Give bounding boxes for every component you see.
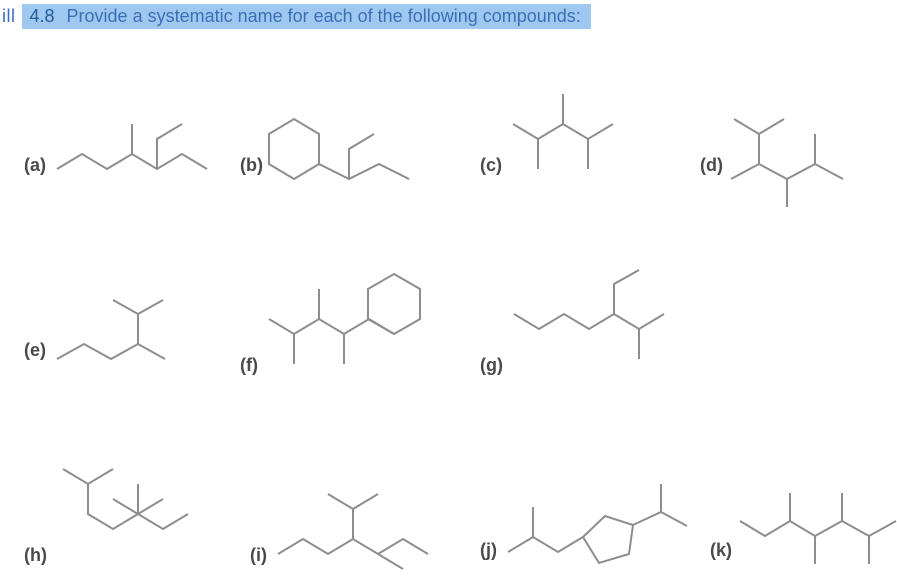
structure-label: (b) [240, 155, 263, 176]
structure-label: (f) [240, 355, 258, 376]
structure-diagram [53, 459, 253, 574]
structure-label: (i) [250, 545, 267, 566]
structure-label: (d) [700, 155, 723, 176]
problem-number: 4.8 [22, 4, 63, 29]
structure-diagram [503, 474, 713, 569]
structure-diagram [729, 89, 897, 184]
problem-prompt: Provide a systematic name for each of th… [63, 4, 591, 29]
structure-diagram [508, 89, 678, 184]
structure-cell: (k) [710, 479, 897, 569]
structure-label: (g) [480, 355, 503, 376]
header-fragment: ill [0, 4, 22, 29]
structure-label: (a) [24, 155, 46, 176]
structure-diagram [273, 474, 473, 574]
structure-cell: (a) [24, 89, 222, 184]
structure-label: (e) [24, 340, 46, 361]
structure-diagram [509, 264, 694, 384]
problem-header: ill 4.8 Provide a systematic name for ea… [0, 0, 897, 29]
structure-diagram [738, 479, 897, 569]
structures-grid: (a) (b) (c) (d) (e) (f) (g) (h) (i) (j) (k) [0, 29, 897, 574]
structure-label: (h) [24, 545, 47, 566]
structure-cell: (j) [480, 474, 713, 569]
structure-cell: (e) [24, 274, 222, 369]
structure-cell: (g) [480, 264, 694, 384]
structure-diagram [269, 89, 439, 184]
structure-cell: (i) [250, 474, 473, 574]
structure-cell: (f) [240, 264, 474, 384]
structure-label: (k) [710, 540, 732, 561]
structure-cell: (d) [700, 89, 897, 184]
structure-label: (j) [480, 540, 497, 561]
structure-diagram [264, 264, 474, 384]
structure-label: (c) [480, 155, 502, 176]
structure-diagram [52, 274, 222, 369]
structure-cell: (c) [480, 89, 678, 184]
structure-cell: (b) [240, 89, 439, 184]
structure-diagram [52, 89, 222, 184]
structure-cell: (h) [24, 459, 253, 574]
